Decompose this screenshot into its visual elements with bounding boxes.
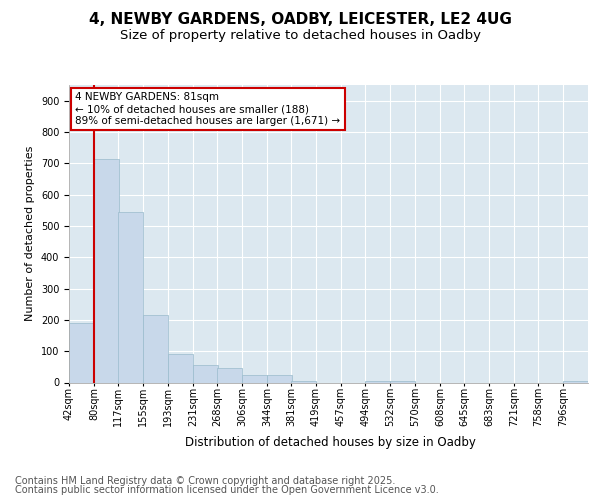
Bar — [267, 374, 292, 382]
Y-axis label: Number of detached properties: Number of detached properties — [25, 146, 35, 322]
Text: Distribution of detached houses by size in Oadby: Distribution of detached houses by size … — [185, 436, 475, 449]
Bar — [390, 381, 415, 382]
Bar — [563, 381, 588, 382]
Bar — [168, 354, 193, 382]
Bar — [69, 323, 94, 382]
Bar — [193, 366, 218, 382]
Bar — [291, 381, 316, 382]
Bar — [94, 158, 119, 382]
Bar — [143, 315, 168, 382]
Bar — [242, 374, 267, 382]
Bar — [217, 368, 242, 382]
Bar — [365, 381, 390, 382]
Text: Size of property relative to detached houses in Oadby: Size of property relative to detached ho… — [119, 28, 481, 42]
Text: Contains public sector information licensed under the Open Government Licence v3: Contains public sector information licen… — [15, 485, 439, 495]
Text: 4, NEWBY GARDENS, OADBY, LEICESTER, LE2 4UG: 4, NEWBY GARDENS, OADBY, LEICESTER, LE2 … — [89, 12, 511, 28]
Bar — [118, 212, 143, 382]
Text: 4 NEWBY GARDENS: 81sqm
← 10% of detached houses are smaller (188)
89% of semi-de: 4 NEWBY GARDENS: 81sqm ← 10% of detached… — [75, 92, 340, 126]
Text: Contains HM Land Registry data © Crown copyright and database right 2025.: Contains HM Land Registry data © Crown c… — [15, 476, 395, 486]
